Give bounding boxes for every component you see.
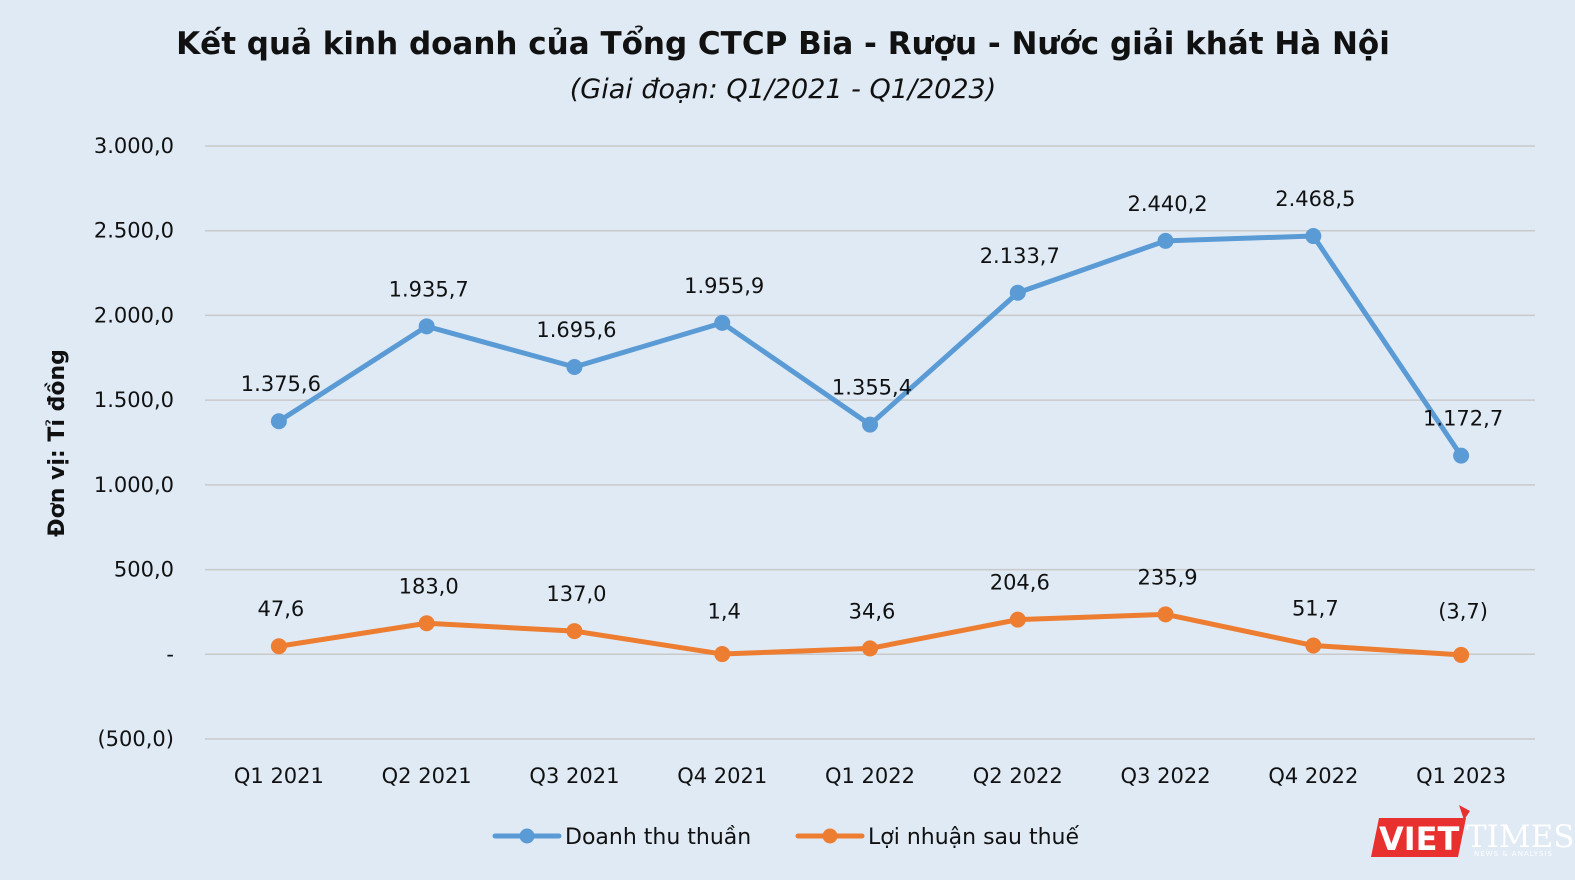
legend-item-profit: Lợi nhuận sau thuế	[795, 825, 1079, 850]
y-tick-label: 1.500,0	[94, 388, 174, 412]
logo-accent	[1459, 805, 1470, 820]
data-point	[862, 416, 878, 433]
y-tick-label: 2.000,0	[94, 303, 174, 327]
gridlines	[205, 145, 1535, 740]
data-label: 34,6	[849, 599, 896, 623]
x-tick-label: Q4 2022	[1268, 764, 1358, 788]
data-label: 1.375,6	[241, 372, 321, 396]
data-point	[1157, 232, 1174, 249]
legend-revenue-marker	[519, 828, 535, 844]
data-point	[566, 623, 583, 640]
data-point	[1305, 228, 1322, 245]
y-axis-ticks: 3.000,0 2.500,0 2.000,0 1.500,0 1.000,0 500,0…	[94, 134, 174, 751]
x-axis-ticks: Q1 2021 Q2 2021 Q3 2021 Q4 2021 Q1 2022 Q2 20…	[234, 764, 1506, 788]
series-1	[270, 606, 1470, 663]
data-label: 1.695,6	[536, 318, 616, 342]
data-label: 1.355,4	[832, 376, 912, 400]
data-label: 137,0	[546, 582, 606, 606]
y-tick-label: 3.000,0	[94, 134, 174, 158]
data-point	[1453, 646, 1470, 663]
data-point	[1453, 447, 1470, 464]
logo-times-text: TIMES	[1466, 819, 1575, 855]
data-point	[270, 413, 287, 430]
data-label: 235,9	[1137, 565, 1197, 589]
logo-tagline: NEWS & ANALYSIS	[1474, 850, 1553, 858]
data-label: (3,7)	[1438, 599, 1488, 623]
x-tick-label: Q3 2022	[1121, 764, 1211, 788]
data-point	[566, 359, 583, 376]
x-tick-label: Q1 2023	[1416, 764, 1506, 788]
data-point	[862, 640, 878, 657]
data-point	[714, 314, 731, 331]
legend-profit-marker	[822, 828, 838, 844]
data-point	[1305, 637, 1322, 654]
legend: Doanh thu thuần Lợi nhuận sau thuế	[492, 825, 1079, 850]
series-0	[270, 228, 1470, 464]
x-tick-label: Q1 2021	[234, 764, 324, 788]
y-tick-label: -	[166, 642, 174, 666]
data-label: 2.440,2	[1127, 192, 1207, 216]
chart-subtitle: (Giai đoạn: Q1/2021 - Q1/2023)	[570, 74, 997, 105]
data-label: 204,6	[990, 571, 1050, 595]
data-label: 1,4	[708, 599, 741, 623]
legend-revenue-label: Doanh thu thuần	[565, 825, 751, 850]
data-point	[1009, 611, 1026, 628]
series-lines	[270, 228, 1470, 663]
logo-badge	[1371, 818, 1466, 857]
y-tick-label: 1.000,0	[94, 473, 174, 497]
x-tick-label: Q2 2022	[973, 764, 1063, 788]
legend-item-revenue: Doanh thu thuần	[492, 825, 751, 850]
data-point	[270, 638, 287, 655]
data-label: 1.172,7	[1423, 407, 1503, 431]
chart-title: Kết quả kinh doanh của Tổng CTCP Bia - R…	[176, 26, 1390, 62]
data-labels: 1.375,6 1.935,7 1.695,6 1.955,9 1.355,4 2.133…	[241, 187, 1503, 623]
data-point	[714, 646, 731, 663]
logo-brand-text: VIET	[1379, 820, 1460, 858]
x-tick-label: Q3 2021	[529, 764, 619, 788]
y-tick-label: 500,0	[114, 558, 174, 582]
data-label: 1.935,7	[389, 277, 469, 301]
x-tick-label: Q1 2022	[825, 764, 915, 788]
data-point	[1157, 606, 1174, 623]
viettimes-logo: VIET TIMES NEWS & ANALYSIS	[1371, 805, 1575, 858]
legend-profit-label: Lợi nhuận sau thuế	[868, 825, 1079, 850]
data-label: 183,0	[399, 574, 459, 598]
data-point	[418, 318, 435, 335]
data-label: 1.955,9	[684, 274, 764, 298]
y-tick-label: (500,0)	[97, 727, 174, 751]
data-label: 51,7	[1292, 597, 1339, 621]
y-axis-label: Đơn vị: Tỉ đồng	[45, 349, 70, 537]
y-tick-label: 2.500,0	[94, 219, 174, 243]
data-label: 2.133,7	[980, 244, 1060, 268]
x-tick-label: Q4 2021	[677, 764, 767, 788]
data-point	[418, 615, 435, 632]
data-point	[1009, 284, 1026, 301]
x-tick-label: Q2 2021	[382, 764, 472, 788]
data-label: 47,6	[258, 597, 305, 621]
data-label: 2.468,5	[1275, 187, 1355, 211]
